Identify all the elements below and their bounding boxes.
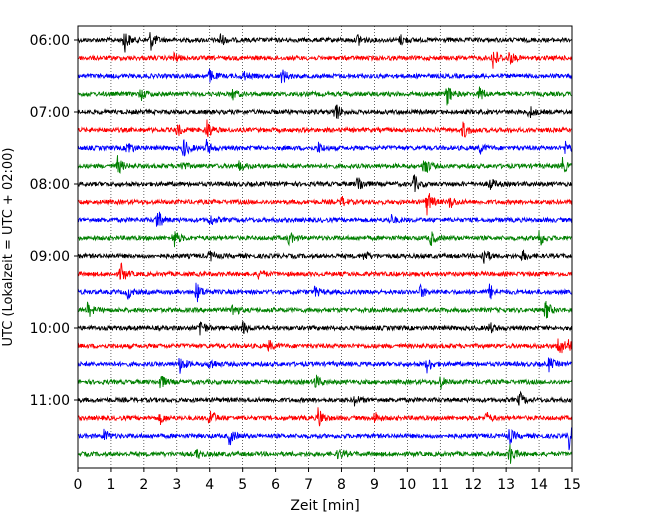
x-tick-label: 5 [238,477,247,493]
y-axis-ticks: 06:00 07:00 08:00 09:00 10:00 11:00 [30,33,78,409]
x-tick-label: 7 [304,477,313,493]
y-tick-label: 06:00 [30,33,70,49]
y-tick-label: 09:00 [30,249,70,265]
trace-line [77,119,573,138]
trace-line [77,338,573,354]
x-tick-label: 0 [74,477,83,493]
trace-line [77,407,573,427]
x-tick-label: 12 [464,477,482,493]
trace-line [77,138,573,157]
x-tick-label: 11 [431,477,449,493]
trace-line [77,262,573,280]
trace-line [78,300,573,319]
trace-line [77,174,573,193]
trace-line [77,390,573,407]
x-tick-label: 3 [172,477,181,493]
trace-group [77,32,573,464]
trace-line [77,357,573,374]
x-tick-label: 15 [563,477,581,493]
x-axis-label: Zeit [min] [290,498,359,514]
trace-line [77,249,573,264]
trace-line [77,86,573,106]
y-axis-label: UTC (Lokalzeit = UTC + 02:00) [1,148,16,347]
trace-line [77,193,573,216]
trace-line [77,321,573,336]
trace-line [77,211,573,227]
x-tick-label: 6 [271,477,280,493]
trace-line [77,282,573,303]
x-tick-label: 14 [530,477,548,493]
plot-background [78,26,572,468]
trace-line [77,230,573,248]
x-tick-label: 13 [497,477,515,493]
x-tick-label: 10 [398,477,416,493]
trace-line [77,32,573,53]
x-tick-label: 9 [370,477,379,493]
trace-line [77,374,573,390]
trace-line [77,68,573,84]
x-tick-label: 8 [337,477,346,493]
trace-line [77,104,573,119]
y-tick-label: 08:00 [30,177,70,193]
plot-frame [77,25,573,469]
y-tick-label: 10:00 [30,321,70,337]
trace-line [77,51,573,69]
trace-line [77,427,573,451]
x-tick-label: 1 [106,477,115,493]
x-tick-label: 4 [205,477,214,493]
y-tick-label: 11:00 [30,393,70,409]
x-tick-label: 2 [139,477,148,493]
trace-line [77,444,573,464]
x-axis-ticks: 0 1 2 3 4 5 6 7 8 9 10 11 12 13 14 15 [74,468,581,493]
trace-line [77,155,573,174]
y-tick-label: 07:00 [30,105,70,121]
